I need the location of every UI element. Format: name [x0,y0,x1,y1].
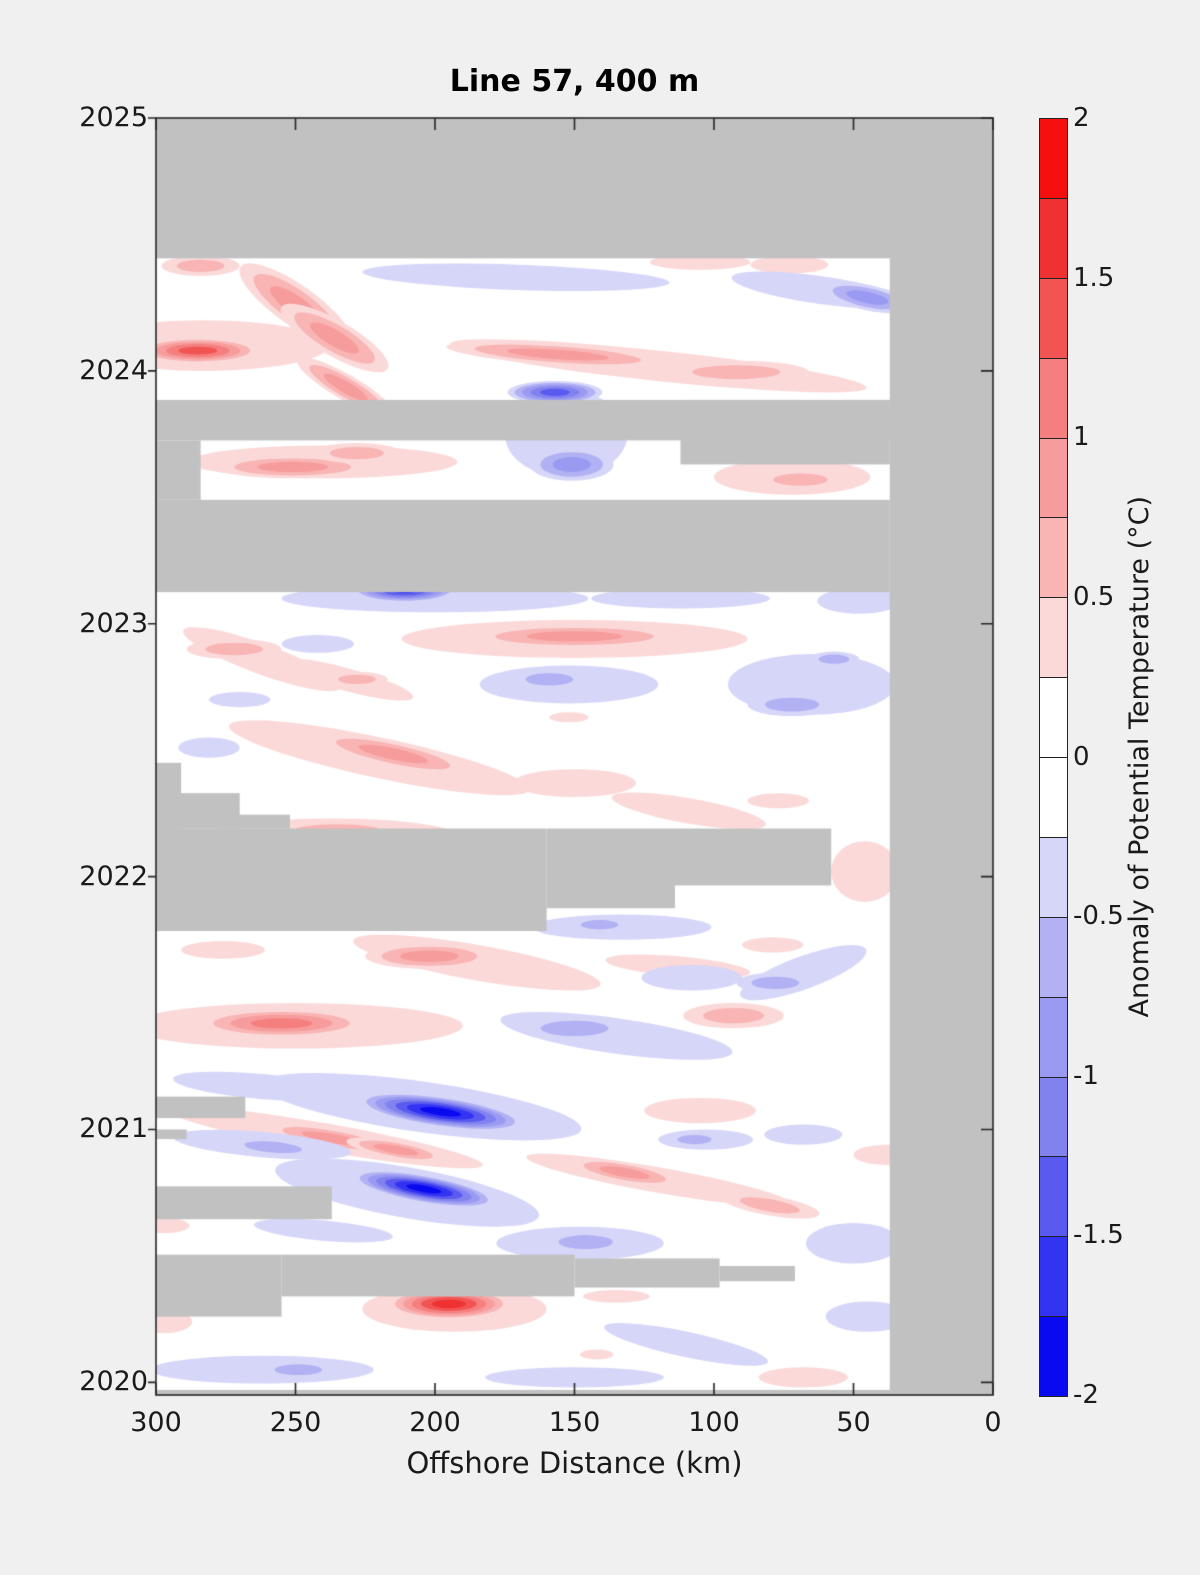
colorbar-segment [1040,1077,1067,1158]
heatmap-canvas [136,98,1013,1415]
x-tick-label: 300 [130,1407,182,1438]
colorbar-tick-label: -0.5 [1073,901,1124,932]
colorbar-segment [1040,758,1067,838]
colorbar-segment [1040,837,1067,918]
colorbar-segment [1040,1157,1067,1238]
y-tick-label: 2020 [79,1366,148,1398]
colorbar-segment [1040,438,1067,519]
colorbar-segment [1040,119,1067,199]
x-tick-label: 200 [409,1407,461,1438]
colorbar-tick-label: -1 [1073,1060,1099,1091]
colorbar-segment [1040,358,1067,439]
y-tick-label: 2024 [79,354,148,386]
colorbar [1039,118,1068,1397]
colorbar-tick-label: 0 [1073,741,1090,772]
colorbar-segment [1040,917,1067,998]
y-tick-label: 2021 [79,1113,148,1145]
colorbar-tick-label: 0.5 [1073,581,1115,612]
colorbar-segment [1040,198,1067,279]
colorbar-segment [1040,278,1067,359]
colorbar-tick-label: 2 [1073,103,1090,133]
colorbar-segment [1040,678,1067,758]
x-tick-label: 100 [688,1407,740,1438]
colorbar-segment [1040,1237,1067,1318]
colorbar-title: Anomaly of Potential Temperature (°C) [1123,495,1155,1018]
colorbar-segment [1040,598,1067,679]
y-tick-label: 2023 [79,607,148,639]
x-axis-label: Offshore Distance (km) [406,1446,743,1480]
x-tick-label: 150 [548,1407,601,1438]
colorbar-tick-label: 1 [1073,422,1090,453]
x-tick-label: 250 [269,1407,322,1438]
colorbar-title-wrap: Anomaly of Potential Temperature (°C) [1112,118,1166,1395]
colorbar-tick-label: -1.5 [1073,1220,1124,1251]
colorbar-segment [1040,1317,1067,1396]
y-tick-label: 2025 [79,102,148,133]
colorbar-tick-label: -2 [1073,1380,1099,1410]
colorbar-segment [1040,518,1067,599]
x-tick-label: 0 [984,1407,1002,1438]
chart-title: Line 57, 400 m [449,64,700,99]
colorbar-segment [1040,997,1067,1078]
colorbar-tick-label: 1.5 [1073,262,1115,293]
x-tick-label: 50 [836,1407,871,1438]
y-tick-label: 2022 [79,860,148,892]
